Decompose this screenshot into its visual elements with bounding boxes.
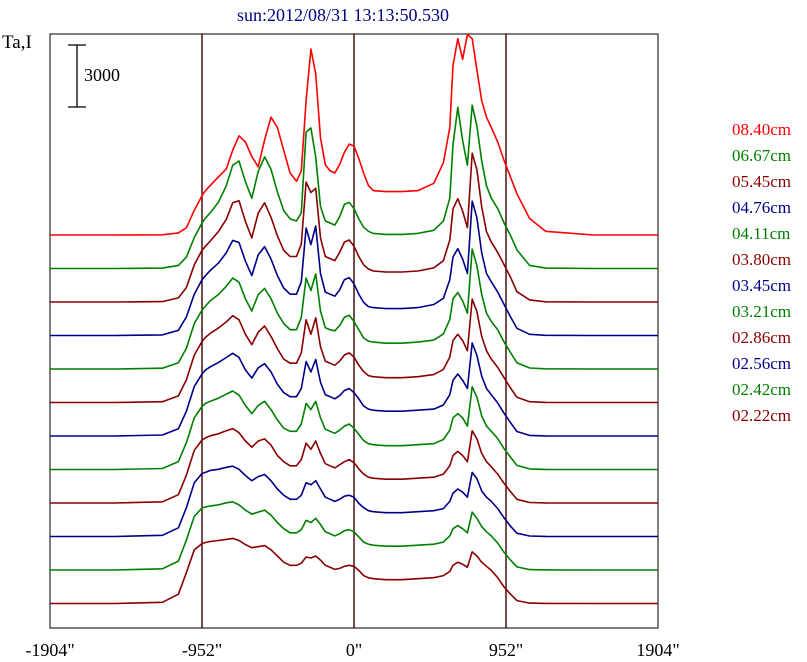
series-line-02.56cm <box>50 465 658 538</box>
series-line-04.11cm <box>50 248 658 370</box>
x-tick-label: -952" <box>182 640 222 660</box>
series-line-03.21cm <box>50 385 658 471</box>
x-tick-label: 1904" <box>636 640 679 660</box>
series-line-03.45cm <box>50 342 658 437</box>
y-axis-label: Ta,I <box>2 32 32 53</box>
legend-entry: 02.42cm <box>732 380 791 399</box>
x-tick-label: -1904" <box>25 640 74 660</box>
series-line-06.67cm <box>50 104 658 270</box>
series-line-04.76cm <box>50 200 658 337</box>
series-lines <box>50 33 658 605</box>
legend-entry: 02.56cm <box>732 354 791 373</box>
series-line-05.45cm <box>50 152 658 303</box>
series-line-03.80cm <box>50 298 658 404</box>
legend-entry: 04.76cm <box>732 198 791 217</box>
series-line-02.42cm <box>50 500 658 571</box>
series-line-08.40cm <box>50 33 658 236</box>
x-tick-labels: -1904" -952" 0" 952" 1904" <box>25 640 679 660</box>
scale-bar: 3000 <box>68 44 120 108</box>
legend-entry: 04.11cm <box>732 224 790 243</box>
legend-entry: 03.45cm <box>732 276 791 295</box>
series-line-02.86cm <box>50 427 658 504</box>
series-line-02.22cm <box>50 537 658 605</box>
scale-bar-label: 3000 <box>84 65 120 85</box>
legend-entry: 03.80cm <box>732 250 791 269</box>
x-tick-label: 0" <box>346 640 362 660</box>
legend-entry: 08.40cm <box>732 120 791 139</box>
x-tick-label: 952" <box>489 640 523 660</box>
vertical-markers <box>201 34 507 628</box>
legend-entry: 05.45cm <box>732 172 791 191</box>
legend-entry: 02.22cm <box>732 406 791 425</box>
chart-title: sun:2012/08/31 13:13:50.530 <box>237 5 449 25</box>
legend: 08.40cm 06.67cm 05.45cm 04.76cm 04.11cm 03.80… <box>732 120 791 425</box>
legend-entry: 06.67cm <box>732 146 791 165</box>
legend-entry: 03.21cm <box>732 302 791 321</box>
legend-entry: 02.86cm <box>732 328 791 347</box>
